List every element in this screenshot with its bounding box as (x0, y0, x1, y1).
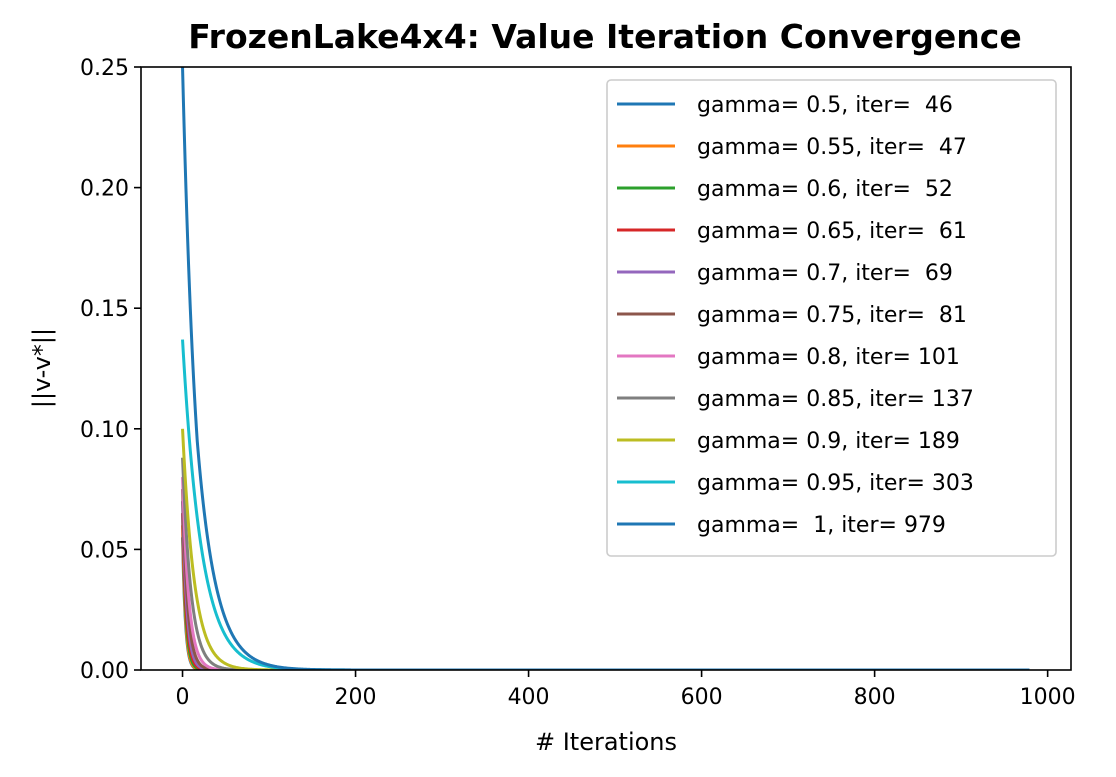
x-tick-label: 600 (681, 685, 723, 710)
x-tick-label: 800 (854, 685, 896, 710)
plot-frame (140, 66, 1072, 671)
legend-entry-label: gamma= 0.6, iter= 52 (697, 177, 953, 202)
legend-entry-label: gamma= 0.75, iter= 81 (697, 303, 967, 328)
legend-entry-label: gamma= 1, iter= 979 (697, 513, 946, 538)
y-tick-label: 0.20 (80, 177, 129, 202)
legend-entry-label: gamma= 0.9, iter= 189 (697, 429, 960, 454)
legend-entry-label: gamma= 0.85, iter= 137 (697, 387, 974, 412)
y-tick-label: 0.00 (80, 659, 129, 684)
x-axis-label: # Iterations (535, 728, 677, 756)
x-tick-label: 200 (335, 685, 377, 710)
x-tick-label: 0 (176, 685, 190, 710)
chart-title: FrozenLake4x4: Value Iteration Convergen… (188, 17, 1021, 56)
y-axis: 0.00 0.05 0.10 0.15 0.20 0.25 (80, 56, 141, 684)
legend-entry-label: gamma= 0.65, iter= 61 (697, 219, 967, 244)
y-tick-label: 0.15 (80, 297, 129, 322)
legend-entry-label: gamma= 0.8, iter= 101 (697, 345, 960, 370)
x-tick-label: 1000 (1020, 685, 1076, 710)
legend-box (606, 79, 1057, 557)
legend: gamma= 0.5, iter= 46 gamma= 0.55, iter= 4… (606, 79, 1057, 557)
legend-entry-label: gamma= 0.5, iter= 46 (697, 93, 953, 118)
legend-entry-label: gamma= 0.7, iter= 69 (697, 261, 953, 286)
legend-entry-label: gamma= 0.95, iter= 303 (697, 471, 974, 496)
y-tick-label: 0.25 (80, 56, 129, 81)
x-axis: 0 200 400 600 800 1000 (176, 670, 1076, 710)
legend-entry-label: gamma= 0.55, iter= 47 (697, 135, 967, 160)
y-axis-label: ||v-v*|| (28, 328, 56, 408)
y-tick-label: 0.10 (80, 418, 129, 443)
x-tick-label: 400 (508, 685, 550, 710)
y-tick-label: 0.05 (80, 538, 129, 563)
